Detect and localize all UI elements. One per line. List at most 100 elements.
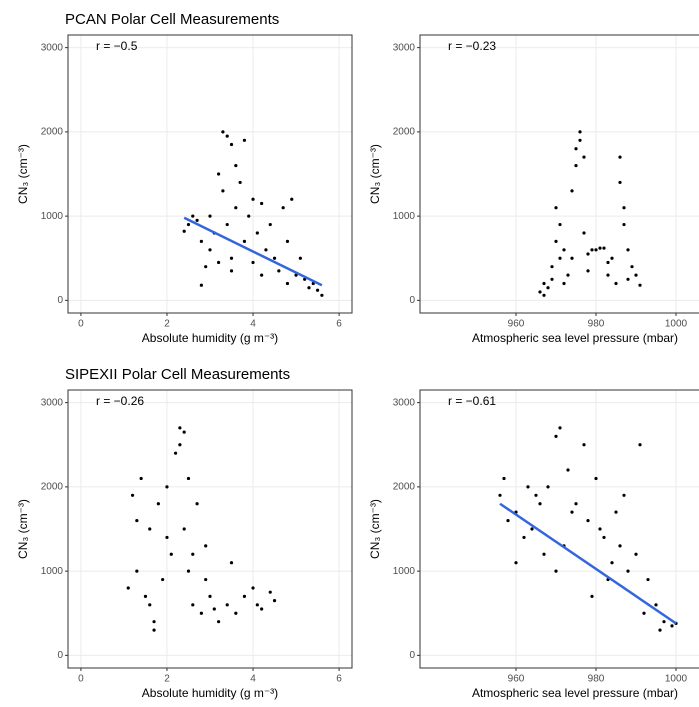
point — [602, 535, 606, 540]
point — [156, 502, 160, 506]
point — [152, 628, 156, 632]
point — [570, 510, 574, 514]
point — [186, 222, 191, 227]
point — [225, 603, 229, 607]
panel-title: SIPEXII Polar Cell Measurements — [65, 366, 290, 383]
point — [285, 281, 290, 286]
point — [208, 214, 212, 218]
point — [598, 527, 602, 531]
point — [182, 430, 186, 434]
y-tick-label: 2000 — [393, 127, 416, 138]
point — [225, 222, 229, 227]
point — [191, 603, 195, 607]
point — [165, 535, 169, 540]
point — [586, 252, 590, 256]
x-tick-label: 4 — [250, 319, 256, 330]
annotation: r = −0.26 — [96, 394, 144, 408]
y-axis-label: CN₃ (cm⁻³) — [368, 144, 382, 204]
panel-border — [419, 389, 699, 669]
y-axis-label: CN₃ (cm⁻³) — [16, 144, 30, 204]
point — [268, 590, 272, 594]
point — [554, 434, 558, 438]
y-tick-label: 1000 — [41, 566, 64, 577]
points — [498, 426, 678, 632]
point — [161, 577, 165, 582]
point — [242, 239, 247, 243]
point — [255, 231, 259, 235]
point — [502, 476, 506, 481]
point — [204, 265, 208, 269]
point — [634, 273, 638, 277]
point — [199, 611, 203, 615]
point — [630, 265, 634, 269]
point — [550, 265, 554, 269]
point — [320, 293, 324, 297]
point — [143, 594, 148, 598]
y-tick-label: 0 — [409, 295, 415, 306]
x-tick-label: 6 — [336, 674, 342, 685]
point — [638, 283, 642, 287]
point — [554, 569, 558, 573]
y-tick-label: 2000 — [41, 127, 64, 138]
point — [618, 155, 622, 159]
point — [217, 260, 221, 265]
point — [582, 443, 586, 447]
point — [191, 552, 195, 556]
point — [199, 283, 203, 287]
point — [148, 603, 152, 607]
point — [622, 493, 626, 497]
point — [195, 502, 199, 506]
point — [634, 552, 638, 556]
point — [225, 134, 229, 138]
point — [554, 206, 558, 210]
point — [242, 594, 247, 598]
point — [642, 611, 646, 615]
points — [126, 426, 277, 632]
point — [195, 218, 199, 222]
fit-line — [499, 502, 677, 625]
point — [610, 256, 614, 260]
point — [670, 624, 674, 628]
point — [260, 607, 264, 611]
x-tick-label: 980 — [588, 674, 605, 685]
point — [130, 493, 135, 497]
point — [298, 256, 302, 260]
point — [204, 544, 208, 548]
point — [574, 163, 578, 168]
x-tick-label: 1000 — [665, 319, 688, 330]
point — [646, 577, 650, 582]
point — [307, 286, 311, 290]
point — [574, 147, 578, 151]
point — [542, 281, 546, 286]
y-tick-label: 0 — [409, 650, 415, 661]
annotation: r = −0.23 — [448, 39, 496, 53]
point — [594, 248, 598, 252]
point — [255, 603, 259, 607]
x-tick-label: 0 — [78, 674, 84, 685]
x-tick-label: 6 — [336, 319, 342, 330]
point — [139, 476, 143, 481]
point — [178, 443, 182, 447]
point — [186, 476, 191, 481]
point — [217, 620, 221, 624]
y-tick-label: 1000 — [393, 566, 416, 577]
panel-title: PCAN Polar Cell Measurements — [65, 11, 279, 28]
point — [598, 246, 602, 250]
point — [173, 451, 178, 455]
panel-border — [67, 389, 353, 669]
point — [582, 231, 586, 235]
point — [277, 269, 281, 273]
point — [562, 281, 566, 286]
point — [290, 197, 294, 201]
y-axis-label: CN₃ (cm⁻³) — [368, 499, 382, 559]
x-axis-label: Atmospheric sea level pressure (mbar) — [472, 331, 678, 345]
point — [622, 222, 626, 227]
point — [618, 180, 622, 185]
y-tick-label: 3000 — [41, 397, 64, 408]
x-axis-label: Absolute humidity (g m⁻³) — [142, 686, 278, 700]
point — [264, 248, 268, 252]
point — [558, 256, 562, 260]
x-tick-label: 0 — [78, 319, 84, 330]
point — [574, 502, 578, 506]
